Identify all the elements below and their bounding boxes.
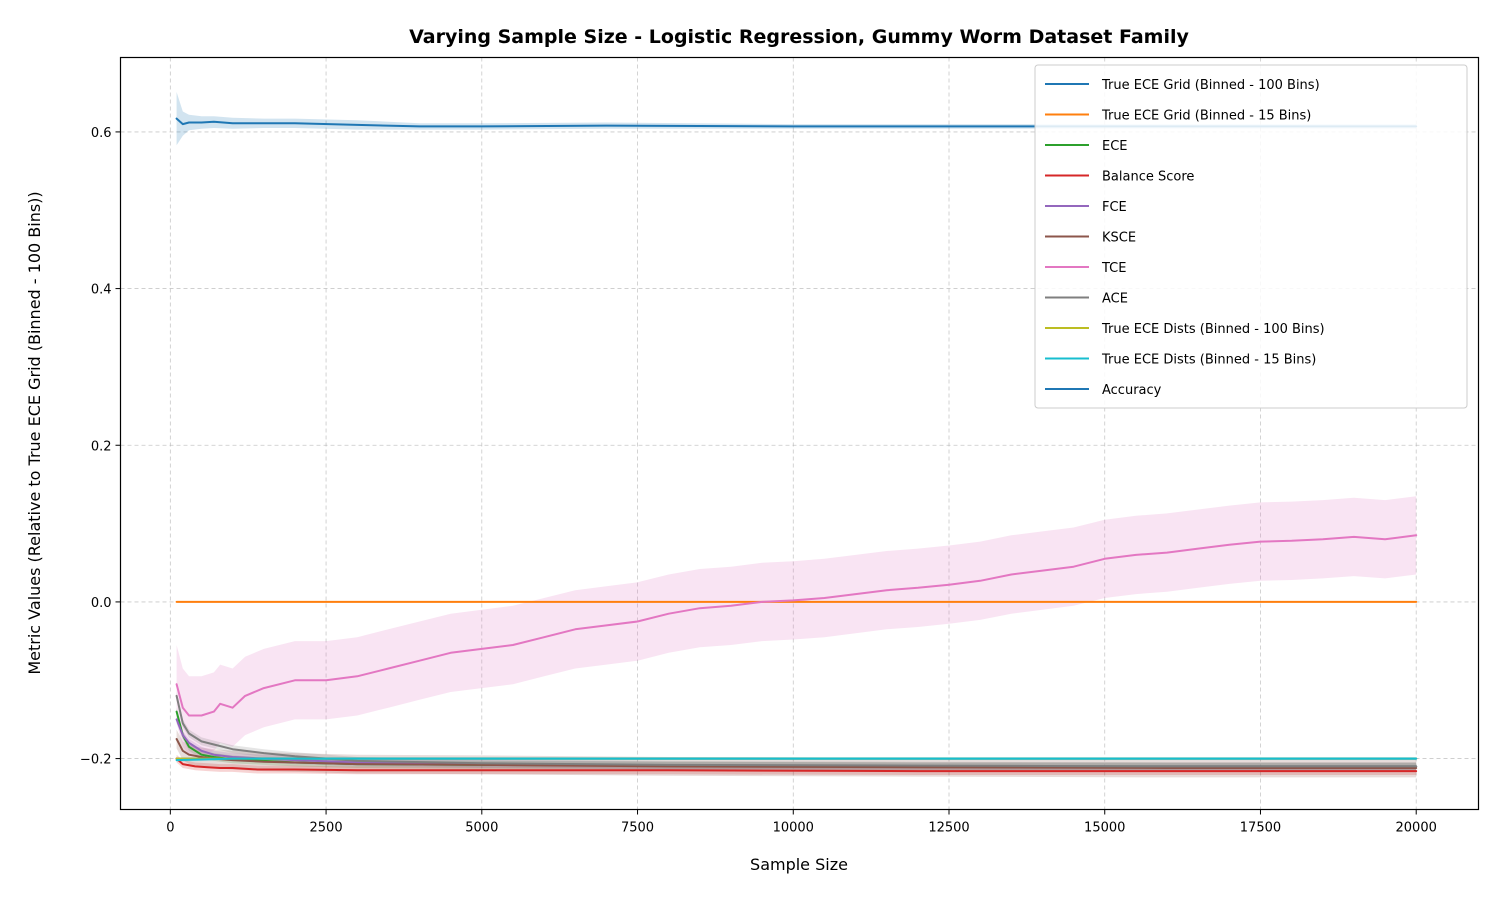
plot-frame bbox=[119, 56, 1480, 811]
chart-title: Varying Sample Size - Logistic Regressio… bbox=[409, 26, 1189, 48]
x-tick-label: 2500 bbox=[310, 821, 343, 836]
series-line-ace bbox=[175, 694, 1418, 768]
series-line-balance-score bbox=[175, 757, 1418, 773]
y-tick-label: −0.2 bbox=[80, 753, 112, 768]
x-tick-label: 5000 bbox=[465, 821, 498, 836]
legend-label-true-ece-grid-binned-100-bins: True ECE Grid (Binned - 100 Bins) bbox=[1101, 78, 1320, 93]
legend-label-true-ece-dists-binned-15-bins: True ECE Dists (Binned - 15 Bins) bbox=[1101, 353, 1316, 368]
x-tick-label: 20000 bbox=[1396, 821, 1437, 836]
x-tick-label: 7500 bbox=[621, 821, 654, 836]
x-tick-label: 0 bbox=[166, 821, 174, 836]
series-line-tce bbox=[175, 534, 1418, 717]
x-tick-label: 12500 bbox=[928, 821, 969, 836]
legend-label-ksce: KSCE bbox=[1102, 231, 1136, 246]
legend-label-true-ece-grid-binned-15-bins: True ECE Grid (Binned - 15 Bins) bbox=[1101, 109, 1311, 124]
band-ece bbox=[176, 707, 1417, 771]
series-lines bbox=[175, 117, 1418, 773]
y-tick-label: 0.0 bbox=[91, 596, 112, 611]
x-axis-ticks: 0 2500 5000 7500 10000 12500 15000 17500 20000 bbox=[166, 809, 1437, 836]
series-line-accuracy bbox=[175, 117, 1418, 128]
x-tick-label: 15000 bbox=[1084, 821, 1125, 836]
y-tick-label: 0.4 bbox=[91, 283, 112, 298]
legend-label-balance-score: Balance Score bbox=[1102, 170, 1194, 185]
y-tick-label: 0.2 bbox=[91, 439, 112, 454]
y-tick-label: 0.6 bbox=[91, 126, 112, 141]
y-axis-label: Metric Values (Relative to True ECE Grid… bbox=[25, 191, 44, 674]
legend: True ECE Grid (Binned - 100 Bins) True EC… bbox=[1034, 64, 1468, 409]
series-line-ksce bbox=[175, 738, 1418, 769]
legend-label-fce: FCE bbox=[1102, 200, 1127, 215]
band-fce bbox=[176, 715, 1417, 771]
legend-box bbox=[1034, 64, 1468, 409]
x-tick-label: 10000 bbox=[773, 821, 814, 836]
x-tick-label: 17500 bbox=[1240, 821, 1281, 836]
legend-label-accuracy: Accuracy bbox=[1102, 383, 1162, 398]
legend-label-tce: TCE bbox=[1101, 261, 1126, 276]
series-line-true-ece-dists-binned-15-bins bbox=[175, 757, 1418, 762]
y-axis-ticks: −0.2 0.0 0.2 0.4 0.6 bbox=[80, 126, 121, 768]
legend-label-ace: ACE bbox=[1102, 292, 1128, 307]
band-tce bbox=[176, 496, 1417, 755]
legend-label-true-ece-dists-binned-100-bins: True ECE Dists (Binned - 100 Bins) bbox=[1101, 322, 1325, 337]
x-axis-label: Sample Size bbox=[750, 855, 848, 874]
legend-label-ece: ECE bbox=[1102, 139, 1128, 154]
